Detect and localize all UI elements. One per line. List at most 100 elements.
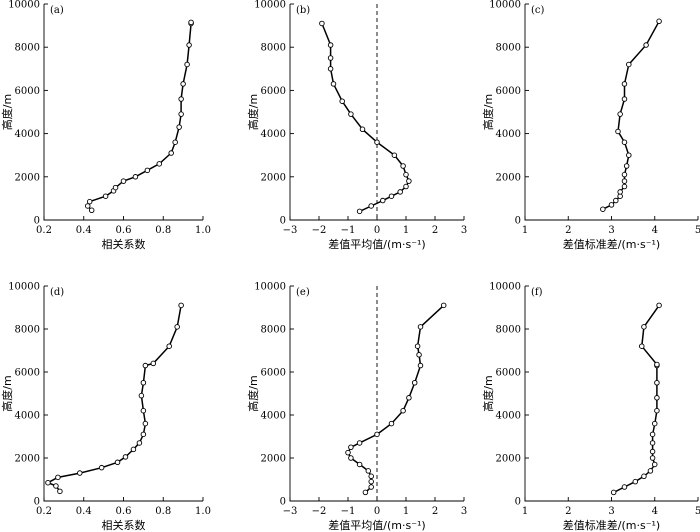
data-point-f [649, 455, 656, 461]
data-point-a [172, 139, 178, 145]
data-point-d [140, 380, 147, 386]
y-tick-label-a: 4000 [15, 129, 40, 140]
axes-a [43, 4, 203, 221]
data-point-f [621, 484, 628, 490]
data-point-f [654, 380, 660, 386]
data-point-c [621, 139, 628, 145]
data-point-d [130, 446, 137, 453]
data-point-c [621, 171, 628, 178]
data-point-b [403, 171, 409, 178]
data-point-f [654, 395, 660, 401]
x-tick-label-b: −1 [341, 225, 356, 236]
x-tick-label-b: 1 [403, 225, 409, 236]
data-point-c [643, 42, 649, 48]
data-point-f [656, 302, 662, 309]
data-point-d [174, 324, 180, 330]
y-tick-label-a: 10000 [8, 0, 40, 11]
data-point-c [621, 81, 628, 87]
data-point-a [186, 42, 192, 48]
series-line-a [86, 22, 192, 211]
chart-panel-f: 1 2 3 4 5 0 2000 4000 6000 8000 10000 (f) 差值标准差/(m·s… [481, 282, 700, 532]
data-point-d [53, 483, 59, 489]
y-axis-title-b: 高度/m [246, 94, 260, 130]
data-point-b [339, 98, 345, 104]
data-point-f [649, 431, 656, 438]
data-point-d [122, 454, 129, 460]
data-point-d [138, 392, 145, 399]
data-point-b [319, 20, 325, 27]
chart-panel-a: 0.2 0.4 0.6 0.8 1.0 0 2000 4000 6000 8000 10000 (a)… [0, 0, 211, 251]
y-tick-label-c: 6000 [496, 86, 521, 97]
y-tick-label-e: 8000 [261, 325, 286, 336]
y-tick-label-d: 8000 [15, 325, 40, 336]
x-tick-label-e: 0 [374, 506, 380, 517]
data-point-b [397, 189, 403, 195]
data-point-e [356, 440, 363, 446]
panel-label-e: (e) [296, 287, 310, 298]
data-point-a [86, 198, 93, 205]
x-tick-label-b: −2 [312, 225, 327, 236]
data-point-c [608, 202, 615, 208]
panel-label-c: (c) [531, 5, 545, 16]
data-point-b [327, 66, 334, 72]
y-axis-title-d: 高度/m [0, 375, 14, 411]
data-point-e [365, 468, 372, 474]
series-line-c [602, 20, 660, 210]
data-point-f [639, 343, 645, 349]
x-tick-label-b: 3 [461, 225, 467, 236]
series-line-d [46, 305, 182, 492]
chart-panel-b: −3 −2 −1 0 1 2 3 0 2000 4000 6000 8000 10000 (b) 差值平均值… [246, 0, 467, 251]
data-point-c [621, 178, 628, 184]
y-tick-label-f: 0 [515, 497, 521, 508]
x-tick-label-c: 4 [652, 225, 658, 236]
data-point-c [617, 189, 623, 195]
data-point-a [176, 124, 182, 130]
y-tick-label-c: 4000 [496, 129, 521, 140]
data-point-b [380, 197, 386, 204]
data-point-d [166, 343, 172, 349]
x-tick-label-a: 0.4 [76, 225, 92, 236]
data-point-a [144, 167, 151, 174]
data-point-e [348, 455, 354, 461]
data-point-e [417, 324, 424, 330]
data-point-d [57, 488, 63, 495]
data-point-b [327, 55, 334, 61]
data-point-c [600, 206, 606, 212]
data-point-e [362, 489, 369, 496]
data-point-e [440, 302, 447, 309]
data-point-f [641, 473, 647, 480]
data-point-e [356, 461, 363, 468]
y-tick-label-a: 2000 [15, 172, 40, 183]
data-point-b [359, 126, 366, 133]
y-tick-label-f: 4000 [496, 411, 521, 422]
x-tick-label-e: 3 [461, 506, 467, 517]
y-tick-label-d: 10000 [8, 282, 40, 293]
data-point-e [368, 484, 374, 490]
y-tick-label-b: 2000 [261, 172, 286, 183]
y-tick-label-e: 10000 [254, 282, 286, 293]
data-point-e [411, 380, 418, 386]
data-point-c [615, 128, 621, 135]
data-point-f [649, 440, 656, 446]
data-point-e [345, 449, 351, 456]
data-point-f [654, 361, 660, 368]
chart-panel-e: −3 −2 −1 0 1 2 3 0 2000 4000 6000 8000 10000 (e) 差值平均值… [246, 282, 467, 532]
x-tick-label-d: 0.8 [155, 506, 171, 517]
series-line-e [347, 304, 445, 493]
x-tick-label-f: 5 [695, 506, 700, 517]
panel-label-b: (b) [296, 5, 310, 16]
panel-label-d: (d) [50, 287, 64, 298]
x-axis-title-e: 差值平均值/(m·s⁻¹) [328, 518, 425, 532]
data-point-b [391, 152, 398, 158]
x-tick-label-c: 1 [522, 225, 528, 236]
x-tick-label-e: −3 [283, 506, 298, 517]
data-point-f [649, 448, 656, 455]
chart-panel-c: 1 2 3 4 5 0 2000 4000 6000 8000 10000 (c) 差值标准差/(m·s… [481, 0, 700, 251]
y-tick-label-f: 2000 [496, 454, 521, 465]
y-tick-label-e: 4000 [261, 411, 286, 422]
data-point-a [102, 193, 109, 199]
x-tick-label-f: 1 [522, 506, 528, 517]
x-tick-label-e: −1 [341, 506, 356, 517]
x-tick-label-e: 1 [403, 506, 409, 517]
x-tick-label-f: 3 [608, 506, 614, 517]
